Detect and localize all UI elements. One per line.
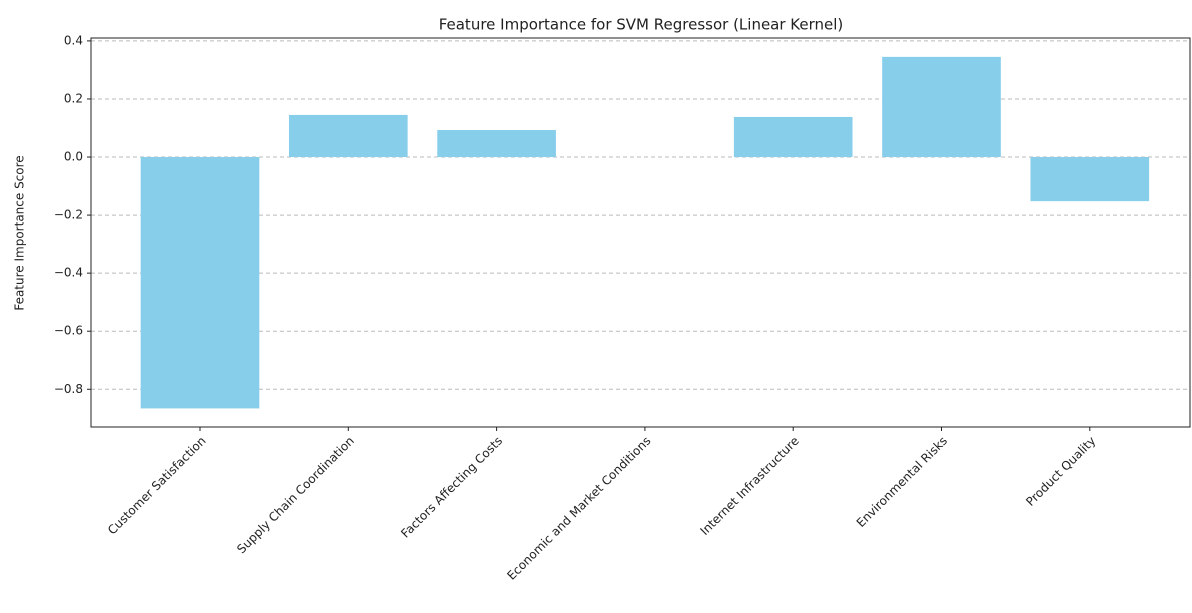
chart-title: Feature Importance for SVM Regressor (Li…	[439, 16, 844, 34]
y-tick-label: −0.6	[54, 324, 83, 338]
x-tick-label: Economic and Market Conditions	[504, 434, 653, 583]
bar	[733, 116, 853, 158]
x-tick-label: Factors Affecting Costs	[398, 434, 505, 541]
y-tick-label: −0.8	[54, 382, 83, 396]
x-tick-label: Product Quality	[1023, 434, 1098, 509]
plot-frame	[90, 37, 1191, 428]
bar	[882, 56, 1001, 158]
x-tick-label: Environmental Risks	[854, 434, 950, 530]
y-tick-label: −0.2	[54, 208, 83, 222]
bar	[140, 157, 260, 409]
bar	[437, 130, 556, 158]
y-tick-label: −0.4	[54, 266, 83, 280]
y-tick-label: 0.0	[64, 150, 83, 164]
bar	[288, 114, 408, 158]
y-tick-label: 0.4	[64, 33, 83, 47]
y-axis-label: Feature Importance Score	[13, 155, 27, 310]
x-tick-label: Supply Chain Coordination	[234, 434, 357, 557]
bar	[1030, 157, 1150, 202]
y-tick-label: 0.2	[64, 91, 83, 105]
x-tick-label: Customer Satisfaction	[105, 434, 209, 538]
x-tick-label: Internet Infrastructure	[697, 434, 801, 538]
